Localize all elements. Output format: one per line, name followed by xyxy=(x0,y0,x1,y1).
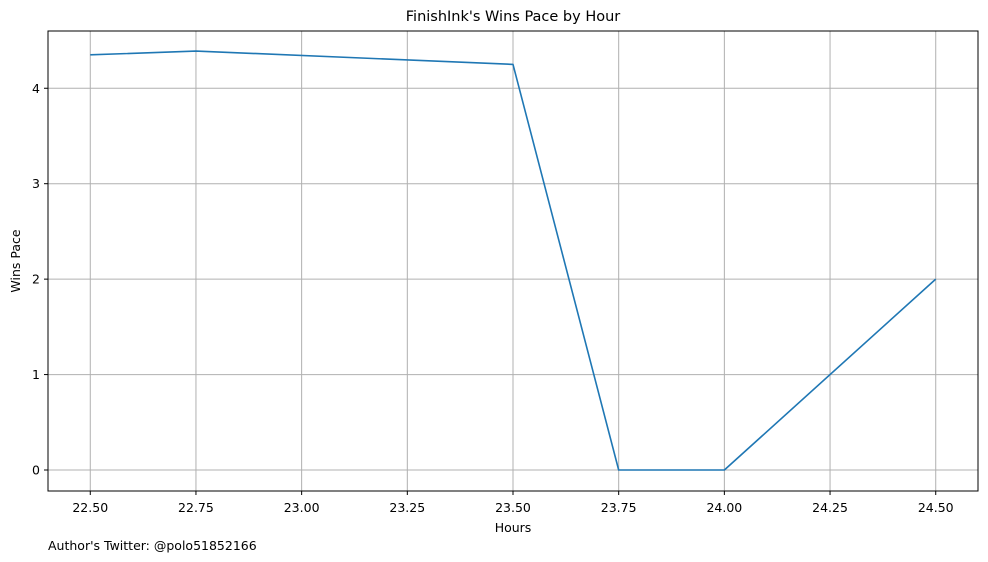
series-layer xyxy=(90,50,937,471)
x-tick-label: 23.00 xyxy=(284,500,320,515)
x-tick-label: 22.50 xyxy=(72,500,108,515)
x-tick-label: 23.75 xyxy=(601,500,637,515)
y-tick-label: 4 xyxy=(32,81,40,96)
x-axis-label: Hours xyxy=(495,520,532,535)
y-axis-label: Wins Pace xyxy=(8,229,23,292)
x-tick-label: 23.25 xyxy=(389,500,425,515)
chart-title: FinishInk's Wins Pace by Hour xyxy=(406,9,621,25)
x-tick-label: 24.50 xyxy=(918,500,954,515)
x-tick-label: 24.25 xyxy=(812,500,848,515)
x-tick-label: 22.75 xyxy=(178,500,214,515)
x-tick-label: 23.50 xyxy=(495,500,531,515)
series-line xyxy=(90,50,937,471)
author-credit: Author's Twitter: @polo51852166 xyxy=(48,538,257,553)
y-tick-label: 1 xyxy=(32,367,40,382)
y-tick-label: 0 xyxy=(32,463,40,478)
grid-lines xyxy=(48,31,978,491)
y-tick-label: 2 xyxy=(32,272,40,287)
y-tick-label: 3 xyxy=(32,176,40,191)
x-tick-label: 24.00 xyxy=(706,500,742,515)
axis-ticks: 22.50 22.75 23.00 23.25 23.50 23.75 24.00 24.25… xyxy=(32,81,954,515)
